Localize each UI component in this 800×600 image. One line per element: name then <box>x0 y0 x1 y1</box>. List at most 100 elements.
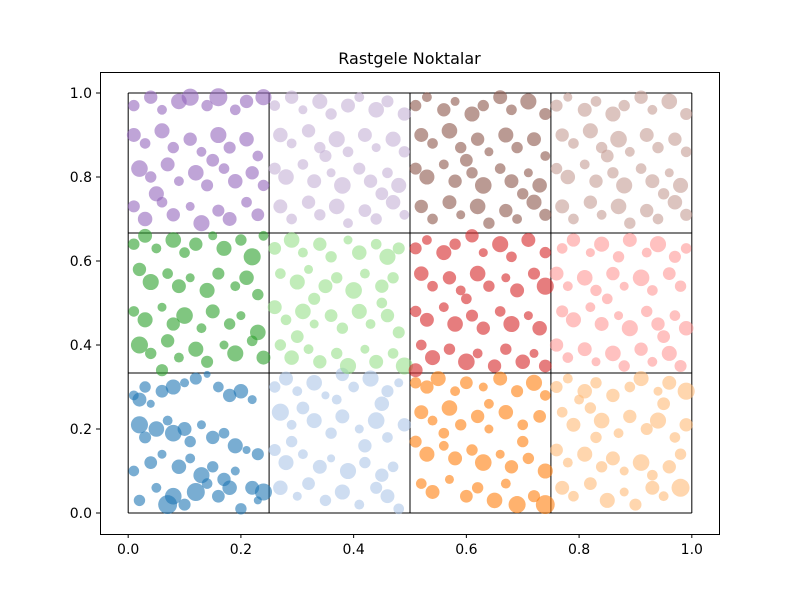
data-point <box>500 343 512 355</box>
data-point <box>466 167 478 179</box>
data-point <box>591 357 601 367</box>
data-point <box>639 128 654 142</box>
data-point <box>549 266 564 281</box>
data-point <box>325 251 337 263</box>
data-point <box>164 424 182 442</box>
series-cell-0-2 <box>126 88 272 232</box>
data-point <box>173 352 184 363</box>
data-point <box>566 417 581 432</box>
data-point <box>677 382 695 400</box>
data-point <box>619 466 629 476</box>
data-point <box>242 445 251 455</box>
data-point <box>661 345 677 361</box>
data-point <box>438 159 449 170</box>
data-point <box>618 99 630 112</box>
data-point <box>421 92 432 103</box>
data-point <box>493 371 508 386</box>
data-point <box>537 463 553 479</box>
data-point <box>180 378 190 388</box>
data-point <box>414 199 428 214</box>
data-point <box>562 457 573 468</box>
data-point <box>618 360 630 372</box>
data-point <box>614 311 624 321</box>
data-point <box>199 282 215 298</box>
data-point <box>126 128 141 142</box>
data-point <box>201 478 213 489</box>
data-point <box>584 402 597 414</box>
data-point <box>438 302 449 313</box>
data-point <box>380 308 395 323</box>
data-point <box>674 448 687 460</box>
data-point <box>385 131 401 147</box>
data-point <box>555 128 569 142</box>
data-point <box>532 320 547 336</box>
data-point <box>233 383 249 399</box>
data-point <box>252 150 264 162</box>
data-point <box>130 416 148 434</box>
data-point <box>508 496 526 514</box>
data-point <box>251 448 264 461</box>
data-point <box>358 439 372 453</box>
data-point <box>409 242 422 255</box>
data-point <box>303 344 314 355</box>
data-point <box>314 141 326 154</box>
data-point <box>464 106 480 122</box>
data-point <box>565 312 581 328</box>
data-point <box>437 103 451 117</box>
data-point <box>645 480 660 495</box>
data-point <box>253 496 262 505</box>
data-point <box>343 235 353 245</box>
data-point <box>438 427 450 439</box>
data-point <box>132 262 147 277</box>
data-point <box>577 342 592 357</box>
data-point <box>600 149 614 163</box>
data-point <box>511 141 523 154</box>
data-point <box>523 168 533 178</box>
data-point <box>605 345 621 362</box>
data-point <box>583 195 598 209</box>
data-point <box>594 236 610 252</box>
data-point <box>268 242 282 255</box>
data-point <box>185 273 195 283</box>
data-point <box>469 198 486 215</box>
data-point <box>649 236 667 253</box>
data-point <box>409 435 422 448</box>
data-point <box>228 173 243 189</box>
data-point <box>139 138 151 149</box>
data-points <box>126 88 695 515</box>
data-point <box>336 322 349 334</box>
data-point <box>139 381 151 393</box>
data-point <box>436 245 452 261</box>
data-point <box>370 481 383 494</box>
data-point <box>196 146 207 157</box>
data-point <box>144 90 158 104</box>
data-point <box>208 231 218 241</box>
data-point <box>132 392 147 407</box>
data-point <box>590 96 602 107</box>
data-point <box>664 168 674 178</box>
data-point <box>196 323 207 334</box>
data-point <box>319 494 332 507</box>
data-point <box>601 293 613 305</box>
data-point <box>421 235 432 245</box>
data-point <box>177 422 192 436</box>
data-point <box>297 247 308 258</box>
data-point <box>280 314 292 326</box>
data-point <box>353 162 366 175</box>
data-point <box>510 283 525 298</box>
data-point <box>450 96 460 106</box>
data-point <box>430 371 446 387</box>
data-point <box>160 334 175 348</box>
data-point <box>632 269 650 287</box>
data-point <box>484 147 494 157</box>
data-point <box>365 319 376 329</box>
data-point <box>171 459 187 475</box>
data-point <box>494 306 506 317</box>
data-point <box>465 229 479 243</box>
data-point <box>533 410 547 423</box>
data-point <box>398 146 411 158</box>
data-point <box>395 357 413 375</box>
data-point <box>251 208 265 222</box>
data-point <box>540 151 551 161</box>
data-point <box>585 302 596 313</box>
